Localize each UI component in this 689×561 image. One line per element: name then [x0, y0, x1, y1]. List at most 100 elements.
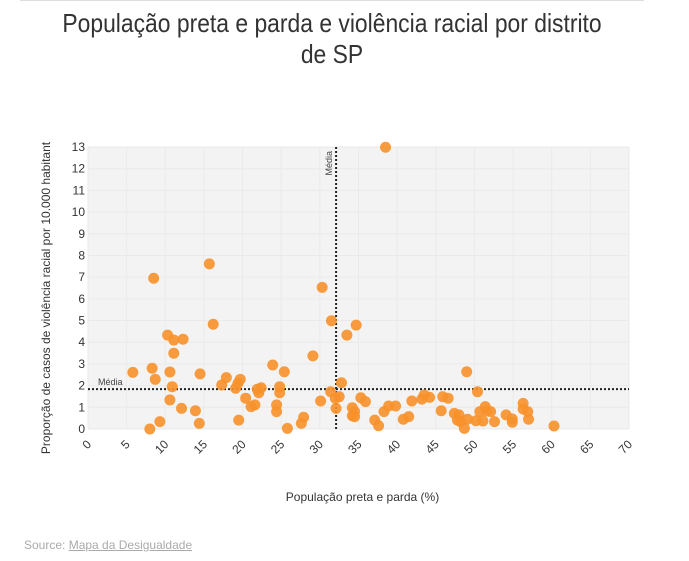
- data-point[interactable]: [281, 422, 293, 434]
- y-tick-label: 10: [72, 205, 86, 219]
- reference-lines: Média Média: [88, 147, 629, 429]
- data-point[interactable]: [207, 318, 219, 330]
- data-point[interactable]: [240, 392, 252, 404]
- data-point[interactable]: [154, 416, 166, 428]
- data-point[interactable]: [325, 315, 337, 327]
- data-point[interactable]: [148, 272, 160, 284]
- data-point[interactable]: [477, 415, 489, 427]
- x-tick-label: 35: [345, 437, 365, 457]
- data-point[interactable]: [146, 362, 158, 374]
- data-point[interactable]: [485, 406, 497, 418]
- x-tick-label: 55: [500, 437, 520, 457]
- y-tick-label: 3: [78, 357, 85, 371]
- data-point[interactable]: [255, 382, 267, 394]
- data-point[interactable]: [298, 411, 310, 423]
- source-prefix: Source:: [24, 538, 69, 552]
- x-tick-label: 0: [79, 437, 94, 452]
- y-tick-label: 8: [78, 248, 85, 262]
- mean-label-vertical: Média: [324, 151, 334, 176]
- data-point[interactable]: [335, 377, 347, 389]
- data-point[interactable]: [189, 405, 201, 417]
- data-point[interactable]: [333, 391, 345, 403]
- data-point[interactable]: [316, 281, 328, 293]
- data-point[interactable]: [220, 372, 232, 384]
- data-point[interactable]: [127, 366, 139, 378]
- data-point[interactable]: [406, 395, 418, 407]
- data-point[interactable]: [203, 258, 215, 270]
- data-point[interactable]: [373, 420, 385, 432]
- data-point[interactable]: [403, 411, 415, 423]
- data-point[interactable]: [166, 381, 178, 393]
- y-tick-label: 11: [73, 183, 86, 197]
- mean-label-horizontal: Média: [98, 377, 123, 387]
- source-note: Source: Mapa da Desigualdade: [24, 538, 192, 552]
- y-tick-label: 12: [72, 162, 86, 176]
- x-tick-label: 40: [384, 437, 404, 457]
- data-point[interactable]: [349, 411, 361, 423]
- x-tick-label: 65: [577, 437, 597, 457]
- data-point[interactable]: [435, 405, 447, 417]
- x-tick-label: 60: [538, 437, 558, 457]
- y-tick-label: 7: [78, 270, 85, 284]
- y-tick-label: 6: [78, 292, 85, 306]
- data-point[interactable]: [458, 422, 470, 434]
- data-point[interactable]: [267, 359, 279, 371]
- data-point[interactable]: [330, 402, 342, 414]
- y-tick-label: 4: [78, 335, 85, 349]
- data-point[interactable]: [233, 414, 245, 426]
- data-point[interactable]: [461, 413, 473, 425]
- data-point[interactable]: [506, 416, 518, 428]
- data-point[interactable]: [164, 394, 176, 406]
- x-tick-label: 25: [268, 437, 288, 457]
- data-point[interactable]: [271, 406, 283, 418]
- data-point[interactable]: [168, 334, 180, 346]
- chart-title: População preta e parda e violência raci…: [62, 8, 602, 69]
- data-point[interactable]: [193, 417, 205, 429]
- data-point[interactable]: [168, 347, 180, 359]
- source-link[interactable]: Mapa da Desigualdade: [68, 538, 193, 552]
- data-point[interactable]: [315, 395, 327, 407]
- top-divider: [20, 0, 644, 1]
- data-point[interactable]: [461, 366, 473, 378]
- data-point[interactable]: [194, 368, 206, 380]
- y-tick-label: 1: [78, 400, 85, 414]
- data-point[interactable]: [249, 399, 261, 411]
- data-point[interactable]: [149, 373, 161, 385]
- data-point[interactable]: [307, 350, 319, 362]
- data-point[interactable]: [523, 413, 535, 425]
- data-point[interactable]: [176, 402, 188, 414]
- y-tick-label: 5: [78, 314, 85, 328]
- grid: [87, 146, 630, 430]
- x-axis-title: População preta e parda (%): [286, 490, 439, 504]
- y-tick-label: 2: [78, 379, 85, 393]
- data-point[interactable]: [144, 423, 156, 435]
- x-tick-label: 30: [307, 437, 327, 457]
- data-point[interactable]: [278, 366, 290, 378]
- data-point[interactable]: [548, 420, 560, 432]
- data-point[interactable]: [380, 141, 392, 153]
- data-point[interactable]: [274, 387, 286, 399]
- y-tick-label: 9: [78, 227, 85, 241]
- data-point[interactable]: [341, 329, 353, 341]
- y-axis-title: Proporção de casos de violência racial p…: [39, 141, 53, 454]
- data-points: [127, 141, 560, 435]
- data-point[interactable]: [177, 333, 189, 345]
- x-tick-label: 70: [616, 437, 636, 457]
- y-tick-label: 13: [72, 140, 86, 154]
- data-point[interactable]: [359, 396, 371, 408]
- data-point[interactable]: [472, 386, 484, 398]
- x-tick-label: 20: [229, 437, 249, 457]
- x-tick-label: 15: [191, 437, 211, 457]
- x-tick-label: 5: [118, 437, 133, 452]
- data-point[interactable]: [442, 392, 454, 404]
- data-point[interactable]: [489, 416, 501, 428]
- data-point[interactable]: [234, 373, 246, 385]
- data-point[interactable]: [390, 400, 402, 412]
- data-point[interactable]: [350, 319, 362, 331]
- y-tick-label: 0: [78, 422, 85, 436]
- data-point[interactable]: [424, 391, 436, 403]
- x-tick-label: 10: [152, 437, 172, 457]
- data-point[interactable]: [164, 366, 176, 378]
- x-tick-label: 45: [423, 437, 443, 457]
